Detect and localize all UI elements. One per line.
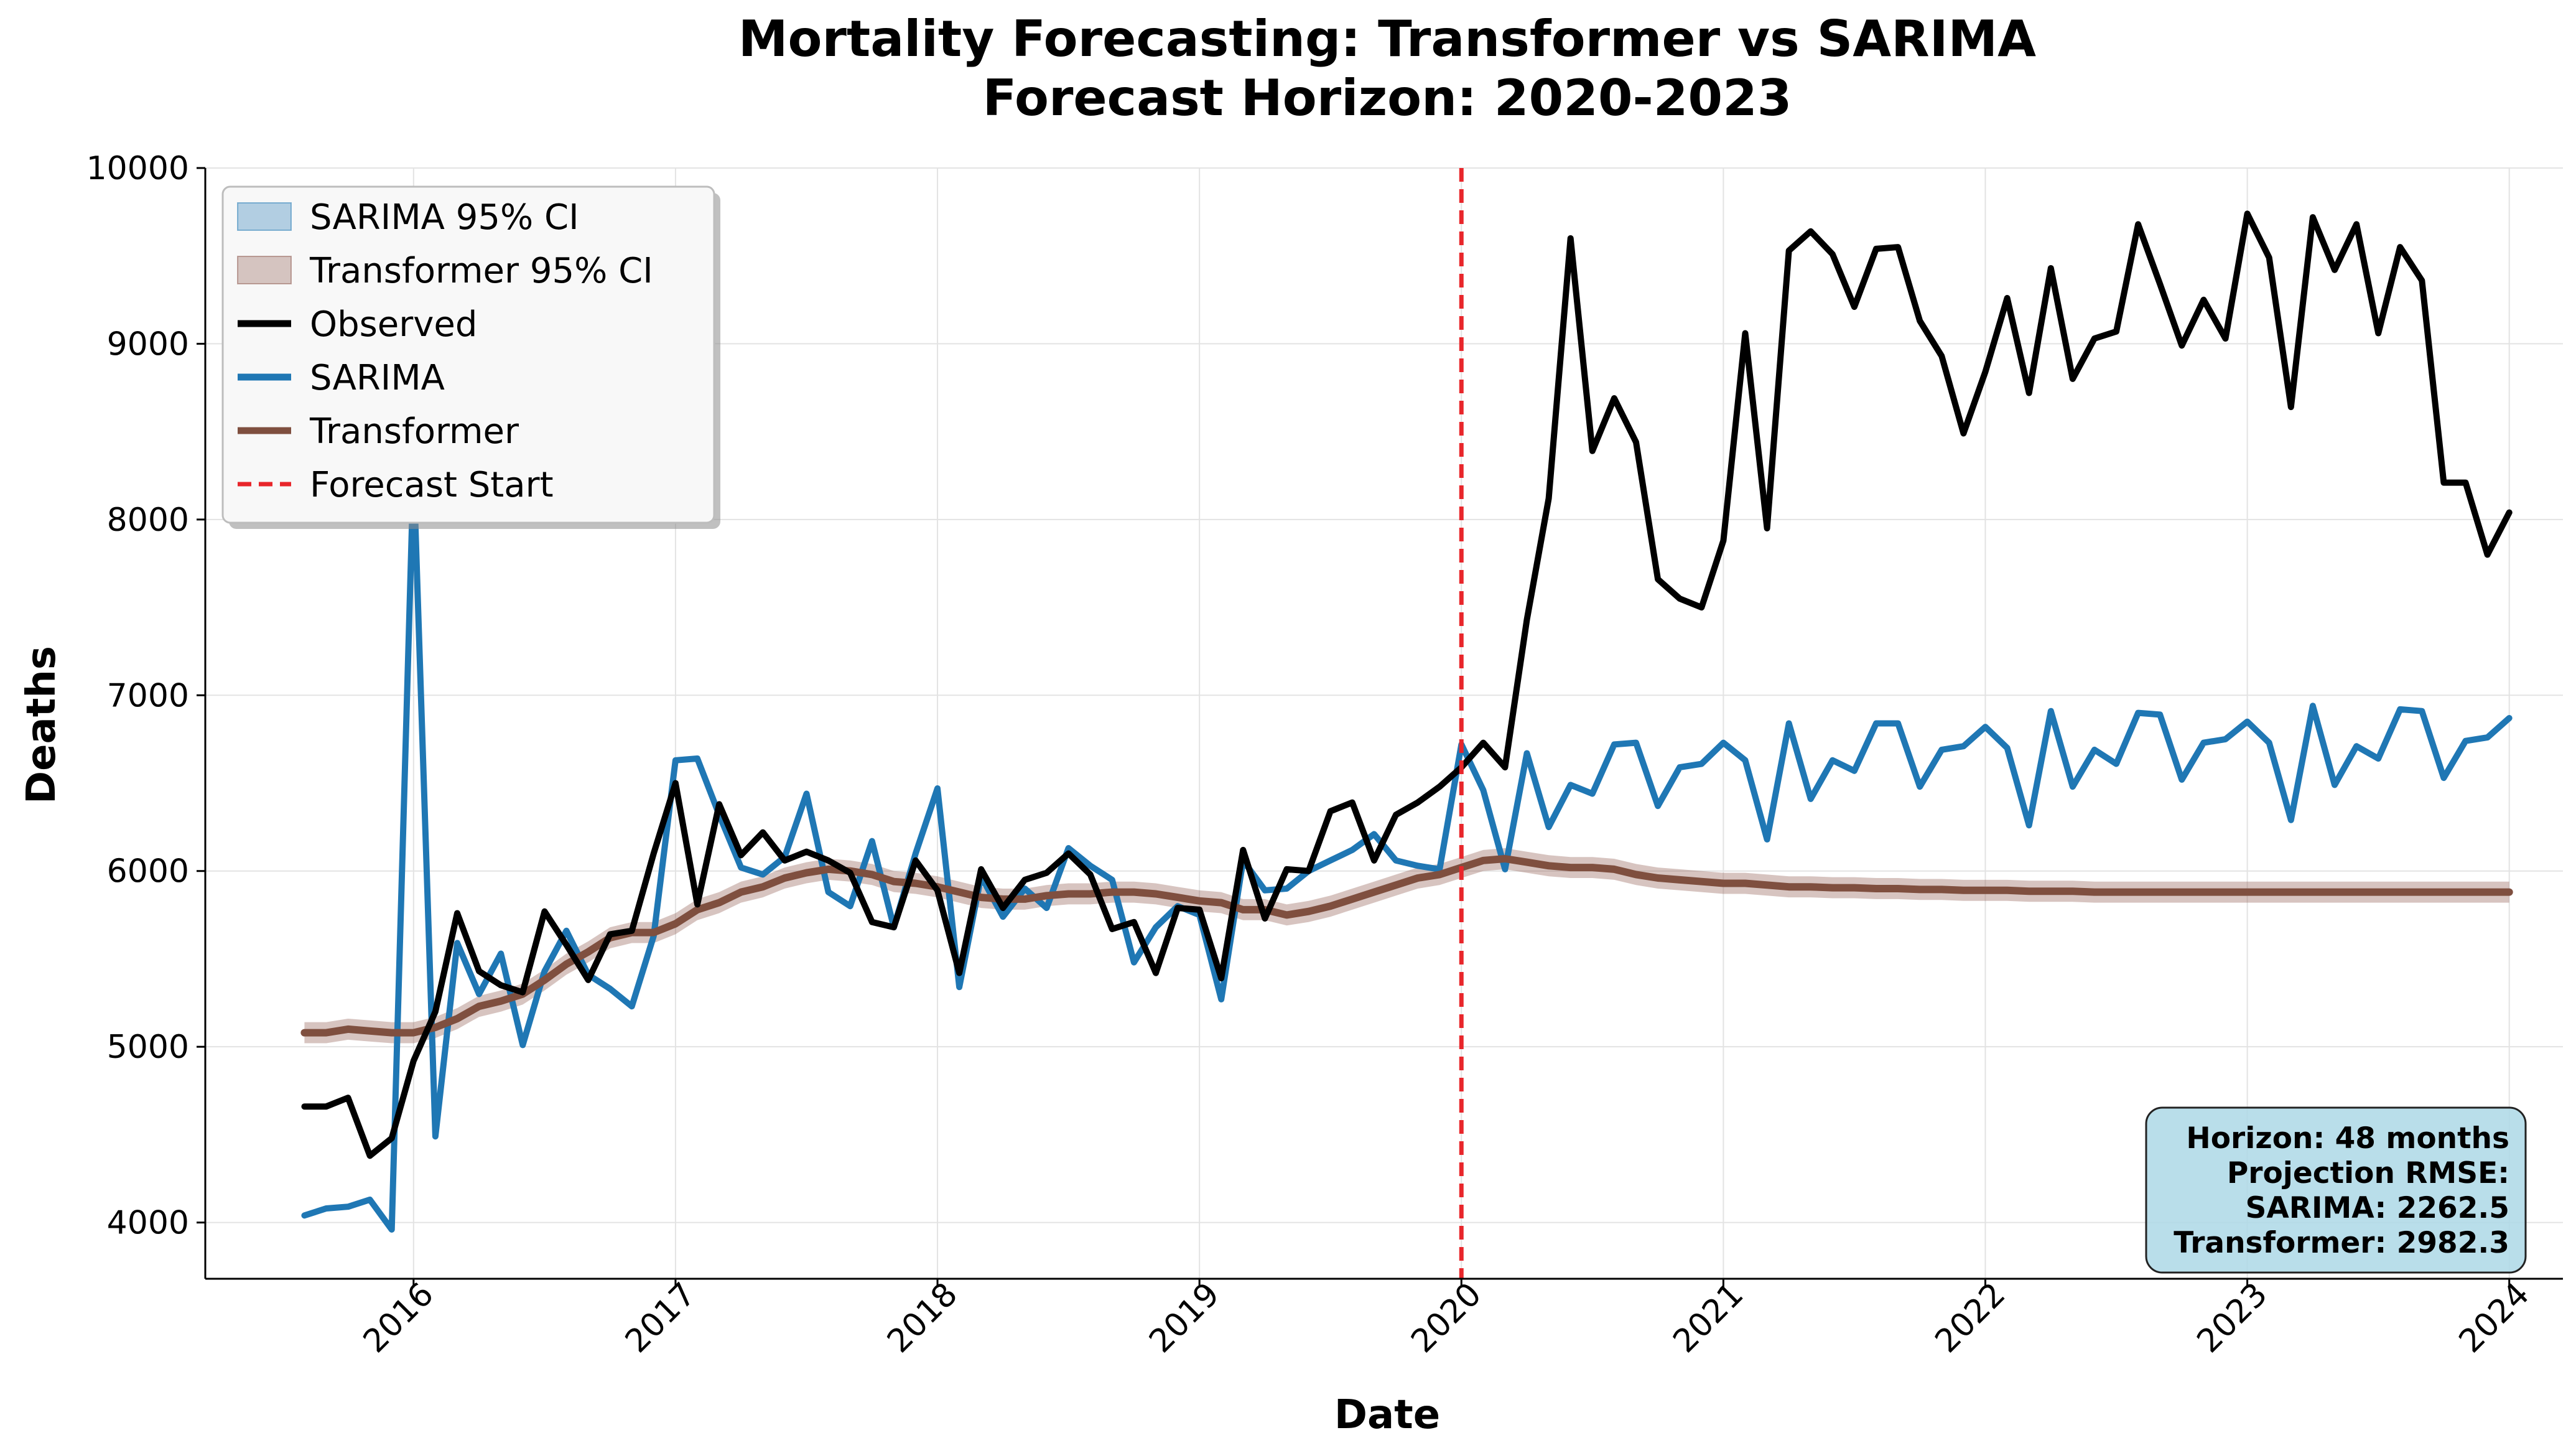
y-axis-label: Deaths xyxy=(19,646,65,804)
annotation-line: Projection RMSE: xyxy=(2227,1156,2509,1190)
observed-legend-label: Observed xyxy=(310,304,477,345)
y-tick-label: 9000 xyxy=(107,325,189,363)
y-tick-label: 5000 xyxy=(107,1029,189,1066)
annotation-line: SARIMA: 2262.5 xyxy=(2246,1191,2509,1225)
confidence-bands xyxy=(304,848,2509,1044)
transformer-ci-band xyxy=(304,848,2509,1044)
sarima-legend-label: SARIMA xyxy=(310,358,445,398)
chart-subtitle: Forecast Horizon: 2020-2023 xyxy=(983,69,1792,127)
chart-title: Mortality Forecasting: Transformer vs SA… xyxy=(738,10,2036,68)
forecast-start-legend-label: Forecast Start xyxy=(310,465,554,505)
observed-series-line xyxy=(301,210,2513,1159)
y-tick-label: 7000 xyxy=(107,677,189,714)
annotation-line: Transformer: 2982.3 xyxy=(2174,1226,2509,1260)
annotation-box xyxy=(2145,1106,2527,1274)
transformer-legend-label: Transformer xyxy=(309,411,519,452)
x-axis-label: Date xyxy=(1334,1392,1440,1438)
sarima-95-ci-swatch xyxy=(237,202,292,231)
sarima-95-ci-legend-label: SARIMA 95% CI xyxy=(310,197,579,238)
y-tick-label: 8000 xyxy=(107,502,189,539)
y-tick-label: 6000 xyxy=(107,853,189,890)
y-tick-label: 4000 xyxy=(107,1205,189,1242)
axes xyxy=(197,167,2563,1287)
legend: SARIMA 95% CI Transformer 95% CI Observed S… xyxy=(221,185,720,529)
transformer-95-ci-swatch xyxy=(237,256,292,284)
series-lines xyxy=(300,168,2513,1279)
transformer-series-line xyxy=(300,855,2513,1037)
transformer-95-ci-legend-label: Transformer 95% CI xyxy=(309,251,653,291)
annotation-line: Horizon: 48 months xyxy=(2186,1121,2509,1156)
y-tick-label: 10000 xyxy=(86,150,189,187)
legend-frame xyxy=(221,185,715,524)
